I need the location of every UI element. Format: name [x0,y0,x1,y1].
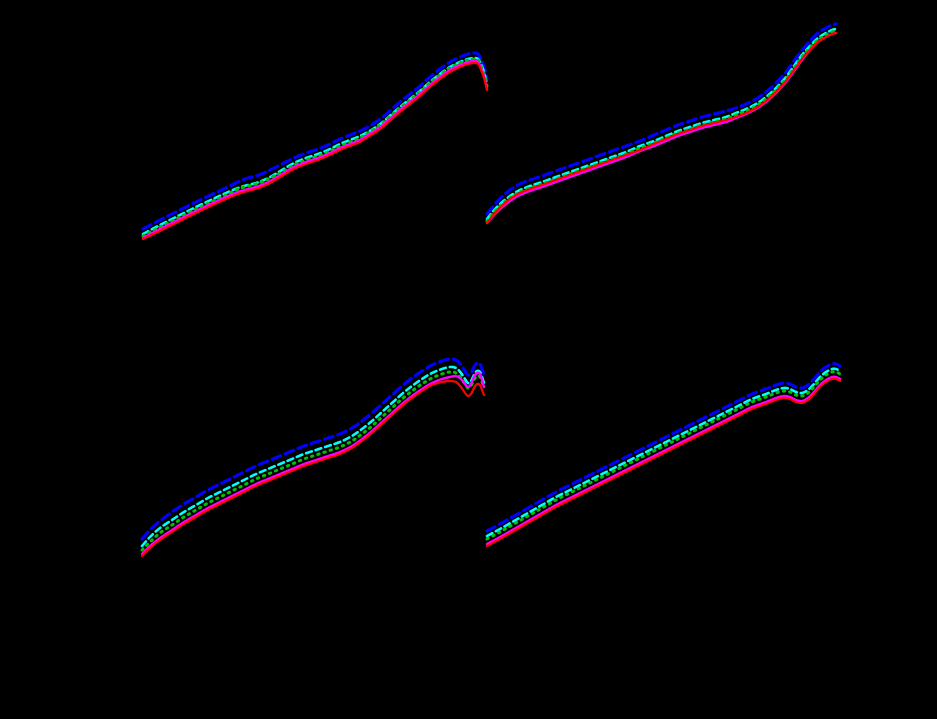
panel-top-right-series-cyan [485,27,838,221]
panel-bottom-left-series-cyan [140,365,486,548]
panel-bottom-left-series-blue [140,357,486,541]
panel-bottom-left-series-magenta [140,371,486,556]
panel-top-left-series-cyan [141,56,489,236]
panel-top-left-series-magenta [141,59,489,240]
panel-bottom-left-plot-area [140,357,486,558]
panel-top-left [0,0,489,360]
panel-bottom-right-series-red [485,377,842,548]
panel-top-right-series-green [485,29,838,223]
panel-bottom-right-plot-area [485,362,842,548]
panel-top-right-series-magenta [485,31,838,225]
panel-bottom-right-series-blue [485,362,842,533]
panel-bottom-right-series-magenta [485,375,842,546]
panel-bottom-left [0,357,486,719]
panel-top-right [468,0,937,360]
panel-bottom-right-series-green [485,370,842,541]
panel-top-right-series-red [485,31,838,225]
panel-bottom-right [468,359,937,719]
panel-top-left-series-blue [141,51,489,231]
panel-top-left-plot-area [141,51,489,241]
panel-top-left-series-green [141,57,489,238]
panel-top-right-plot-area [485,22,838,225]
panel-bottom-right-series-cyan [485,367,842,538]
panel-top-right-series-blue [485,22,838,216]
panel-top-left-series-red [141,61,489,241]
panel-bottom-left-series-red [140,379,486,558]
